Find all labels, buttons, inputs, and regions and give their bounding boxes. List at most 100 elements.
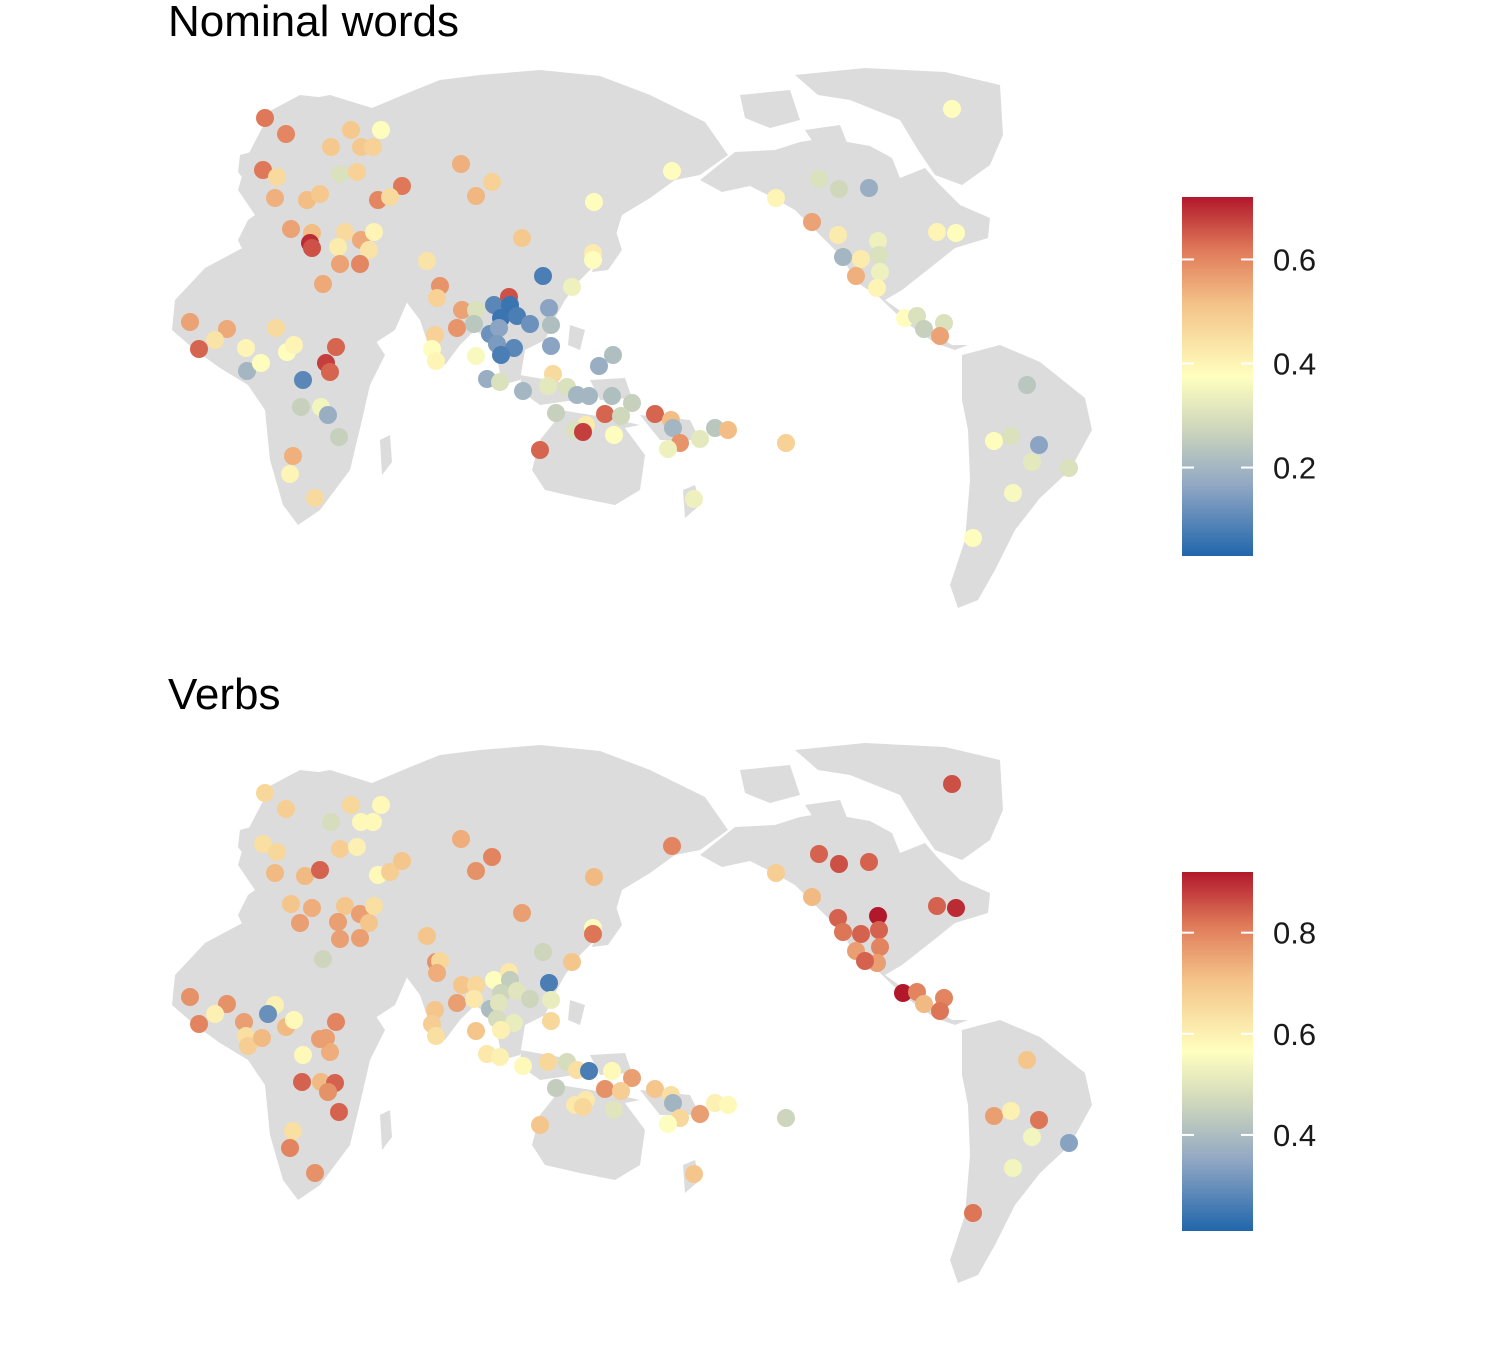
language-point xyxy=(868,279,886,297)
language-point xyxy=(453,976,471,994)
language-point xyxy=(426,1001,444,1019)
language-point xyxy=(659,1115,677,1133)
language-point xyxy=(342,121,360,139)
language-point xyxy=(585,868,603,886)
language-point xyxy=(767,864,785,882)
language-point xyxy=(393,177,411,195)
language-point xyxy=(834,248,852,266)
language-point xyxy=(931,327,949,345)
language-point xyxy=(190,1015,208,1033)
language-point xyxy=(719,421,737,439)
language-point xyxy=(281,465,299,483)
language-point xyxy=(314,950,332,968)
language-point xyxy=(830,180,848,198)
language-point xyxy=(266,864,284,882)
language-point xyxy=(574,423,592,441)
language-point xyxy=(834,923,852,941)
language-point xyxy=(547,404,565,422)
language-point xyxy=(277,800,295,818)
language-point xyxy=(492,346,510,364)
language-point xyxy=(767,189,785,207)
language-point xyxy=(623,394,641,412)
language-point xyxy=(1002,1102,1020,1120)
language-point xyxy=(943,775,961,793)
language-point xyxy=(1060,459,1078,477)
language-point xyxy=(612,407,630,425)
language-point xyxy=(985,1107,1003,1125)
language-point xyxy=(336,223,354,241)
language-point xyxy=(584,251,602,269)
language-point xyxy=(928,897,946,915)
language-point xyxy=(292,398,310,416)
language-point xyxy=(322,813,340,831)
language-point xyxy=(860,179,878,197)
language-point xyxy=(915,995,933,1013)
language-point xyxy=(547,1079,565,1097)
language-point xyxy=(372,121,390,139)
language-point xyxy=(282,220,300,238)
language-point xyxy=(604,346,622,364)
language-point xyxy=(267,319,285,337)
language-point xyxy=(685,490,703,508)
language-point xyxy=(871,938,889,956)
language-point xyxy=(491,1048,509,1066)
language-point xyxy=(521,990,539,1008)
language-point xyxy=(294,1046,312,1064)
language-point xyxy=(206,1005,224,1023)
language-point xyxy=(364,138,382,156)
language-point xyxy=(542,991,560,1009)
language-point xyxy=(256,784,274,802)
language-point xyxy=(623,1069,641,1087)
language-point xyxy=(563,953,581,971)
language-point xyxy=(542,337,560,355)
language-point xyxy=(531,441,549,459)
language-point xyxy=(596,1080,614,1098)
language-point xyxy=(330,428,348,446)
language-point xyxy=(467,187,485,205)
language-point xyxy=(964,529,982,547)
language-point xyxy=(585,193,603,211)
language-point xyxy=(490,994,508,1012)
language-point xyxy=(928,223,946,241)
language-point xyxy=(365,897,383,915)
language-point xyxy=(381,863,399,881)
language-point xyxy=(915,320,933,338)
language-point xyxy=(365,223,383,241)
legend-tick-label: 0.2 xyxy=(1273,451,1316,486)
language-point xyxy=(465,315,483,333)
language-point xyxy=(284,1122,302,1140)
language-point xyxy=(303,239,321,257)
language-point xyxy=(285,1011,303,1029)
language-point xyxy=(1030,1111,1048,1129)
language-point xyxy=(348,163,366,181)
language-point xyxy=(691,430,709,448)
language-point xyxy=(427,1027,445,1045)
language-point xyxy=(664,1094,682,1112)
language-point xyxy=(664,419,682,437)
language-point xyxy=(314,275,332,293)
language-point xyxy=(1002,427,1020,445)
language-point xyxy=(810,845,828,863)
language-point xyxy=(810,170,828,188)
point-layer-nominal xyxy=(181,100,1078,547)
language-point xyxy=(964,1204,982,1222)
language-point xyxy=(330,1103,348,1121)
language-point xyxy=(259,1005,277,1023)
language-point xyxy=(612,1082,630,1100)
language-point xyxy=(327,1013,345,1031)
language-point xyxy=(513,904,531,922)
language-point xyxy=(659,440,677,458)
language-point xyxy=(492,1021,510,1039)
language-point xyxy=(1023,453,1041,471)
language-point xyxy=(829,226,847,244)
language-point xyxy=(539,1053,557,1071)
language-point xyxy=(514,382,532,400)
language-point xyxy=(542,1012,560,1030)
language-point xyxy=(534,267,552,285)
language-point xyxy=(508,307,526,325)
legend-tick-label: 0.4 xyxy=(1273,346,1316,381)
language-point xyxy=(319,406,337,424)
language-point xyxy=(685,1165,703,1183)
language-point xyxy=(663,162,681,180)
language-point xyxy=(235,1013,253,1031)
